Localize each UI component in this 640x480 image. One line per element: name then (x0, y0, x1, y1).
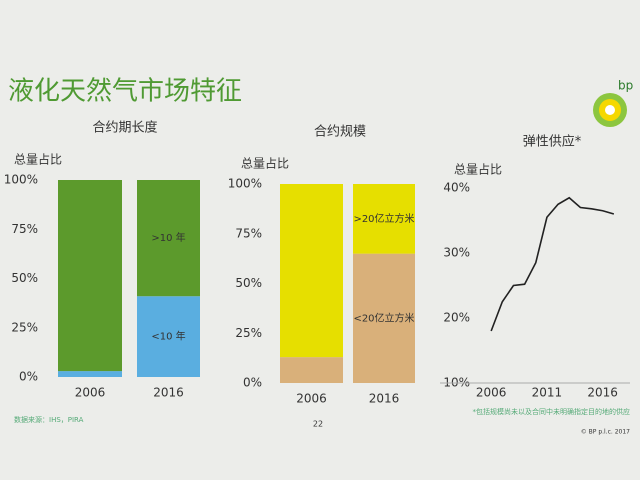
y-tick-label: 100% (4, 173, 38, 187)
bar-segment (353, 253, 415, 383)
bar-segment (58, 371, 122, 377)
y-tick-label: 100% (228, 177, 262, 191)
slide-title: 液化天然气市场特征 (8, 77, 242, 107)
x-tick-label: 2016 (369, 392, 400, 406)
bar-segment (137, 296, 200, 377)
y-axis-label: 总量占比 (454, 162, 502, 177)
segment-label: >20亿立方米 (353, 212, 414, 225)
y-axis-label: 总量占比 (14, 152, 62, 167)
copyright: © BP p.l.c. 2017 (581, 429, 630, 436)
line (490, 196, 615, 332)
x-tick-label: 2016 (587, 386, 618, 400)
chart-title: 弹性供应* (523, 134, 582, 150)
x-tick-label: 2006 (476, 386, 507, 400)
y-tick-label: 20% (443, 311, 470, 325)
footnote: *包括规模尚未以及合同中未明确指定目的地的供应 (473, 407, 631, 416)
y-tick-label: 75% (235, 226, 262, 240)
page-number: 22 (313, 420, 323, 429)
segment-label: <20亿立方米 (353, 311, 414, 324)
y-tick-label: 25% (11, 320, 38, 334)
y-tick-label: 50% (11, 271, 38, 285)
y-tick-label: 25% (235, 326, 262, 340)
x-tick-label: 2011 (532, 386, 563, 400)
x-tick-label: 2006 (296, 392, 327, 406)
bar-segment (353, 184, 415, 254)
segment-label: <10 年 (151, 330, 185, 343)
bar-segment (280, 184, 343, 358)
chart-title: 合约规模 (314, 125, 366, 140)
bar-segment (137, 180, 200, 297)
bar-segment (58, 180, 122, 372)
y-tick-label: 0% (19, 370, 38, 384)
y-tick-label: 75% (11, 222, 38, 236)
y-tick-label: 0% (243, 376, 262, 390)
bar-segment (280, 357, 343, 383)
bp-logo (593, 93, 627, 127)
x-tick-label: 2006 (75, 386, 106, 400)
x-tick-label: 2016 (153, 386, 184, 400)
chart-title: 合约期长度 (92, 120, 157, 136)
y-tick-label: 50% (235, 276, 262, 290)
y-tick-label: 30% (443, 246, 470, 260)
logo-text: bp (618, 79, 633, 93)
source: 数据来源：IHS，PIRA (14, 415, 84, 424)
y-axis-label: 总量占比 (241, 156, 289, 171)
y-tick-label: 40% (443, 181, 470, 195)
segment-label: >10 年 (151, 231, 185, 244)
